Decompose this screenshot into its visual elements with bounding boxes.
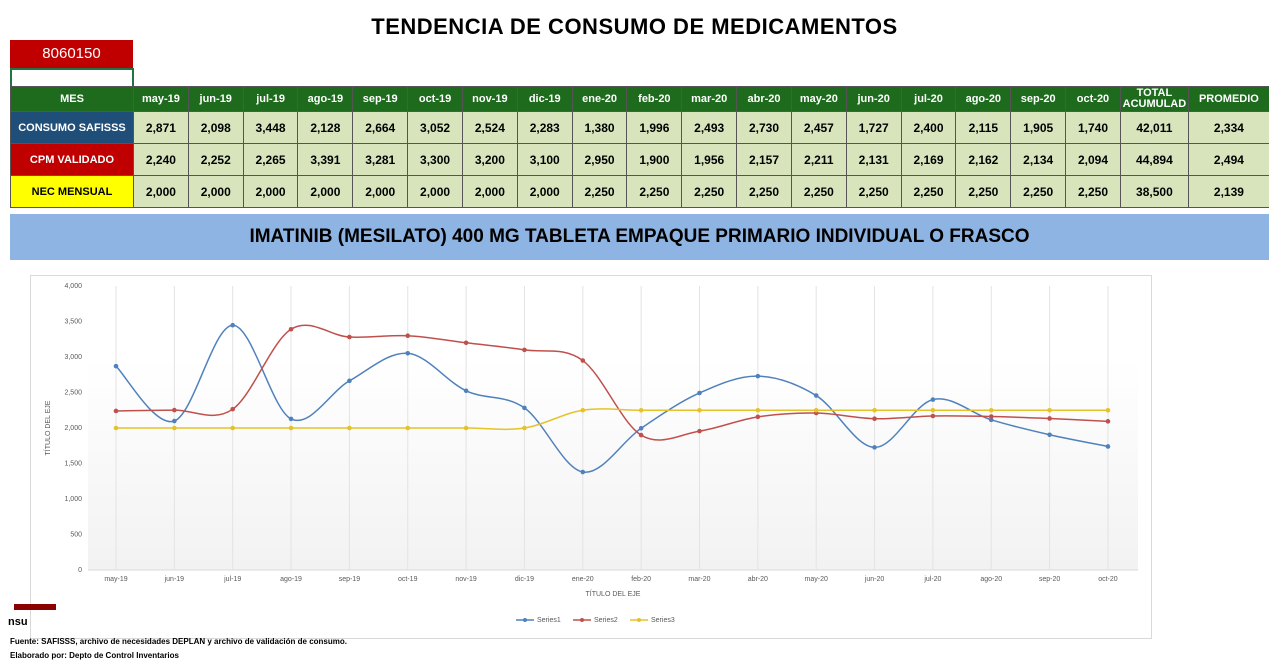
column-header: jul-20 <box>901 87 956 112</box>
column-header: jun-20 <box>846 87 901 112</box>
cell: 2,250 <box>572 176 627 208</box>
cell: 2,000 <box>243 176 298 208</box>
cell: 2,494 <box>1188 144 1269 176</box>
product-code: 8060150 <box>10 40 133 68</box>
fragment: nsu <box>8 616 28 628</box>
row-label: NEC MENSUAL <box>11 176 134 208</box>
column-header: nov-19 <box>462 87 517 112</box>
cell: 1,905 <box>1011 112 1066 144</box>
cell: 3,448 <box>243 112 298 144</box>
cell: 2,250 <box>791 176 846 208</box>
cell: 2,211 <box>791 144 846 176</box>
cell: 1,900 <box>627 144 682 176</box>
column-header: dic-19 <box>517 87 572 112</box>
source: Fuente: SAFISSS, archivo de necesidades … <box>10 637 347 646</box>
column-header: MES <box>11 87 134 112</box>
cell: 1,380 <box>572 112 627 144</box>
cell: 2,000 <box>517 176 572 208</box>
row-label: CPM VALIDADO <box>11 144 134 176</box>
cell: 44,894 <box>1120 144 1188 176</box>
title: TENDENCIA DE CONSUMO DE MEDICAMENTOS <box>0 14 1269 40</box>
cell: 2,250 <box>1011 176 1066 208</box>
cell: 2,493 <box>682 112 737 144</box>
cell: 2,664 <box>353 112 408 144</box>
cell: 2,000 <box>408 176 463 208</box>
column-header: TOTAL ACUMULAD <box>1120 87 1188 112</box>
column-header: jun-19 <box>188 87 243 112</box>
cell: 2,115 <box>956 112 1011 144</box>
chart-frame <box>30 275 1152 639</box>
cell: 2,730 <box>737 112 792 144</box>
cell: 2,000 <box>298 176 353 208</box>
cell: 2,334 <box>1188 112 1269 144</box>
cell: 2,240 <box>134 144 189 176</box>
column-header: feb-20 <box>627 87 682 112</box>
column-header: abr-20 <box>737 87 792 112</box>
cell: 2,400 <box>901 112 956 144</box>
column-header: ago-19 <box>298 87 353 112</box>
cell: 2,139 <box>1188 176 1269 208</box>
cell: 3,052 <box>408 112 463 144</box>
cell: 2,000 <box>353 176 408 208</box>
cell: 3,281 <box>353 144 408 176</box>
column-header: mar-20 <box>682 87 737 112</box>
row-label: CONSUMO SAFISSS <box>11 112 134 144</box>
cell: 2,250 <box>901 176 956 208</box>
cell: 2,252 <box>188 144 243 176</box>
cell: 2,283 <box>517 112 572 144</box>
cell: 2,524 <box>462 112 517 144</box>
column-header: ene-20 <box>572 87 627 112</box>
cell: 1,956 <box>682 144 737 176</box>
column-header: sep-19 <box>353 87 408 112</box>
cell: 2,250 <box>682 176 737 208</box>
cell: 1,727 <box>846 112 901 144</box>
column-header: jul-19 <box>243 87 298 112</box>
column-header: PROMEDIO <box>1188 87 1269 112</box>
cell: 1,996 <box>627 112 682 144</box>
selected-cell[interactable] <box>10 68 134 88</box>
cell: 3,300 <box>408 144 463 176</box>
cell: 3,100 <box>517 144 572 176</box>
cell: 2,250 <box>1066 176 1121 208</box>
column-header: may-19 <box>134 87 189 112</box>
cell: 2,950 <box>572 144 627 176</box>
cell: 2,457 <box>791 112 846 144</box>
cell: 2,162 <box>956 144 1011 176</box>
cell: 2,157 <box>737 144 792 176</box>
cell: 2,169 <box>901 144 956 176</box>
cell: 2,134 <box>1011 144 1066 176</box>
cell: 2,098 <box>188 112 243 144</box>
cell: 2,250 <box>737 176 792 208</box>
author: Elaborado por: Depto de Control Inventar… <box>10 651 179 660</box>
cell: 2,094 <box>1066 144 1121 176</box>
cell: 2,128 <box>298 112 353 144</box>
column-header: oct-20 <box>1066 87 1121 112</box>
column-header: oct-19 <box>408 87 463 112</box>
cell: 2,131 <box>846 144 901 176</box>
cell: 2,250 <box>956 176 1011 208</box>
cell: 2,250 <box>627 176 682 208</box>
product-name: IMATINIB (MESILATO) 400 MG TABLETA EMPAQ… <box>10 214 1269 260</box>
cell: 38,500 <box>1120 176 1188 208</box>
cell: 2,000 <box>462 176 517 208</box>
cell: 2,000 <box>188 176 243 208</box>
cell: 2,250 <box>846 176 901 208</box>
cell: 2,871 <box>134 112 189 144</box>
column-header: ago-20 <box>956 87 1011 112</box>
cell: 1,740 <box>1066 112 1121 144</box>
column-header: may-20 <box>791 87 846 112</box>
red-bar <box>14 604 56 610</box>
cell: 3,391 <box>298 144 353 176</box>
column-header: sep-20 <box>1011 87 1066 112</box>
cell: 3,200 <box>462 144 517 176</box>
cell: 42,011 <box>1120 112 1188 144</box>
cell: 2,000 <box>134 176 189 208</box>
cell: 2,265 <box>243 144 298 176</box>
